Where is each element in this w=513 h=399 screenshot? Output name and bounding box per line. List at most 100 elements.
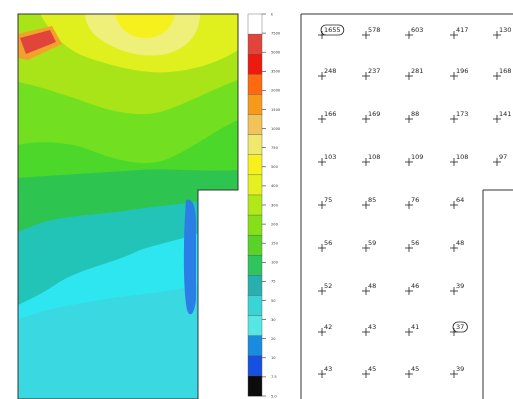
scale-swatch bbox=[247, 54, 263, 75]
point-value: 578 bbox=[368, 26, 380, 34]
measurement-point: 281 bbox=[405, 67, 423, 80]
scale-swatch bbox=[247, 114, 263, 136]
measurement-point: 48 bbox=[362, 282, 376, 295]
highlight-ring bbox=[452, 321, 468, 333]
measurement-points: 1655 578 603 417 130 248 237 281 196 168 166 169 88 1… bbox=[318, 24, 511, 378]
scale-swatch bbox=[247, 134, 263, 156]
scale-swatch bbox=[247, 13, 263, 35]
measurement-point: 248 bbox=[318, 67, 336, 80]
measurement-point: 64 bbox=[450, 196, 464, 209]
measurement-point: 43 bbox=[362, 323, 376, 336]
measurement-point: 39 bbox=[450, 365, 464, 378]
point-value: 76 bbox=[411, 196, 419, 204]
measurement-point: 43 bbox=[318, 365, 332, 378]
scale-swatch bbox=[247, 194, 263, 216]
point-value: 248 bbox=[324, 67, 336, 75]
scale-label: 150 bbox=[271, 242, 279, 246]
point-value: 88 bbox=[411, 110, 419, 118]
point-value: 39 bbox=[456, 282, 464, 290]
measurement-point: 603 bbox=[405, 26, 423, 39]
measurement-point: 88 bbox=[405, 110, 419, 123]
scale-swatch bbox=[247, 315, 263, 337]
zone-cyan-lower bbox=[18, 285, 198, 399]
point-value: 166 bbox=[324, 110, 336, 118]
measurement-point: 42 bbox=[318, 323, 332, 336]
scale-swatches bbox=[247, 13, 263, 397]
measurement-point: 75 bbox=[318, 196, 332, 209]
point-value: 45 bbox=[368, 365, 376, 373]
point-value: 46 bbox=[411, 282, 419, 290]
point-value: 37 bbox=[456, 323, 464, 331]
measurement-point: 76 bbox=[405, 196, 419, 209]
point-value: 39 bbox=[456, 365, 464, 373]
point-value: 59 bbox=[368, 239, 376, 247]
scale-label: 75 bbox=[271, 280, 276, 284]
point-value: 64 bbox=[456, 196, 464, 204]
point-value: 43 bbox=[324, 365, 332, 373]
scale-label: 3500 bbox=[271, 70, 281, 74]
measurement-point: 97 bbox=[493, 153, 507, 166]
scale-label: k bbox=[271, 12, 274, 16]
measurement-point: 1655 bbox=[318, 24, 345, 39]
scale-label: 5000 bbox=[271, 51, 281, 55]
measurement-point: 237 bbox=[362, 67, 380, 80]
measurement-point: 109 bbox=[405, 153, 423, 166]
measurement-point: 141 bbox=[493, 110, 511, 123]
scale-label: 5.0 bbox=[271, 394, 277, 398]
measurement-point: 417 bbox=[450, 26, 468, 39]
point-value: 1655 bbox=[324, 26, 341, 34]
point-value: 52 bbox=[324, 282, 332, 290]
measurement-point: 166 bbox=[318, 110, 336, 123]
scale-swatch bbox=[247, 214, 263, 236]
measurement-point: 56 bbox=[405, 239, 419, 252]
scale-label: 30 bbox=[271, 318, 276, 322]
point-value: 43 bbox=[368, 323, 376, 331]
scale-swatch bbox=[247, 355, 263, 377]
scale-label: 7500 bbox=[271, 31, 281, 35]
scale-swatch bbox=[247, 154, 263, 176]
scale-label: 400 bbox=[271, 184, 279, 188]
measurement-point: 103 bbox=[318, 153, 336, 166]
point-value: 169 bbox=[368, 110, 380, 118]
scale-label: 1000 bbox=[271, 127, 281, 131]
measurement-point: 52 bbox=[318, 282, 332, 295]
point-value: 56 bbox=[324, 239, 332, 247]
measurement-point: 39 bbox=[450, 282, 464, 295]
point-value: 168 bbox=[499, 67, 511, 75]
measurement-point: 45 bbox=[405, 365, 419, 378]
scale-label: 7.5 bbox=[271, 375, 277, 379]
measurement-point: 173 bbox=[450, 110, 468, 123]
scale-swatch bbox=[247, 275, 263, 296]
measurement-grid: 1655 578 603 417 130 248 237 281 196 168 166 169 88 1… bbox=[300, 13, 513, 399]
scale-swatch bbox=[247, 335, 263, 357]
point-value: 75 bbox=[324, 196, 332, 204]
measurement-point: 130 bbox=[493, 26, 511, 39]
point-value: 109 bbox=[411, 153, 423, 161]
measurement-point: 48 bbox=[450, 239, 464, 252]
point-value: 85 bbox=[368, 196, 376, 204]
point-value: 417 bbox=[456, 26, 468, 34]
scale-swatch bbox=[247, 255, 263, 276]
measurement-point: 168 bbox=[493, 67, 511, 80]
point-value: 108 bbox=[456, 153, 468, 161]
measurement-point: 196 bbox=[450, 67, 468, 80]
point-value: 173 bbox=[456, 110, 468, 118]
scale-swatch bbox=[247, 33, 263, 55]
scale-label: 2000 bbox=[271, 89, 281, 93]
scale-label: 20 bbox=[271, 337, 276, 341]
point-value: 130 bbox=[499, 26, 511, 34]
point-value: 603 bbox=[411, 26, 423, 34]
point-value: 141 bbox=[499, 110, 511, 118]
zone-blue-edge bbox=[183, 199, 196, 315]
measurement-point: 56 bbox=[318, 239, 332, 252]
point-value: 281 bbox=[411, 67, 423, 75]
scale-labels: k 7500 5000 3500 2000 1500 1000 750 500 400 300 200… bbox=[262, 12, 281, 398]
measurement-point: 169 bbox=[362, 110, 380, 123]
scale-swatch bbox=[247, 94, 263, 116]
measurement-point: 41 bbox=[405, 323, 419, 336]
point-value: 42 bbox=[324, 323, 332, 331]
scale-swatch bbox=[247, 375, 263, 397]
scale-label: 100 bbox=[271, 261, 279, 265]
point-value: 237 bbox=[368, 67, 380, 75]
scale-label: 500 bbox=[271, 165, 279, 169]
